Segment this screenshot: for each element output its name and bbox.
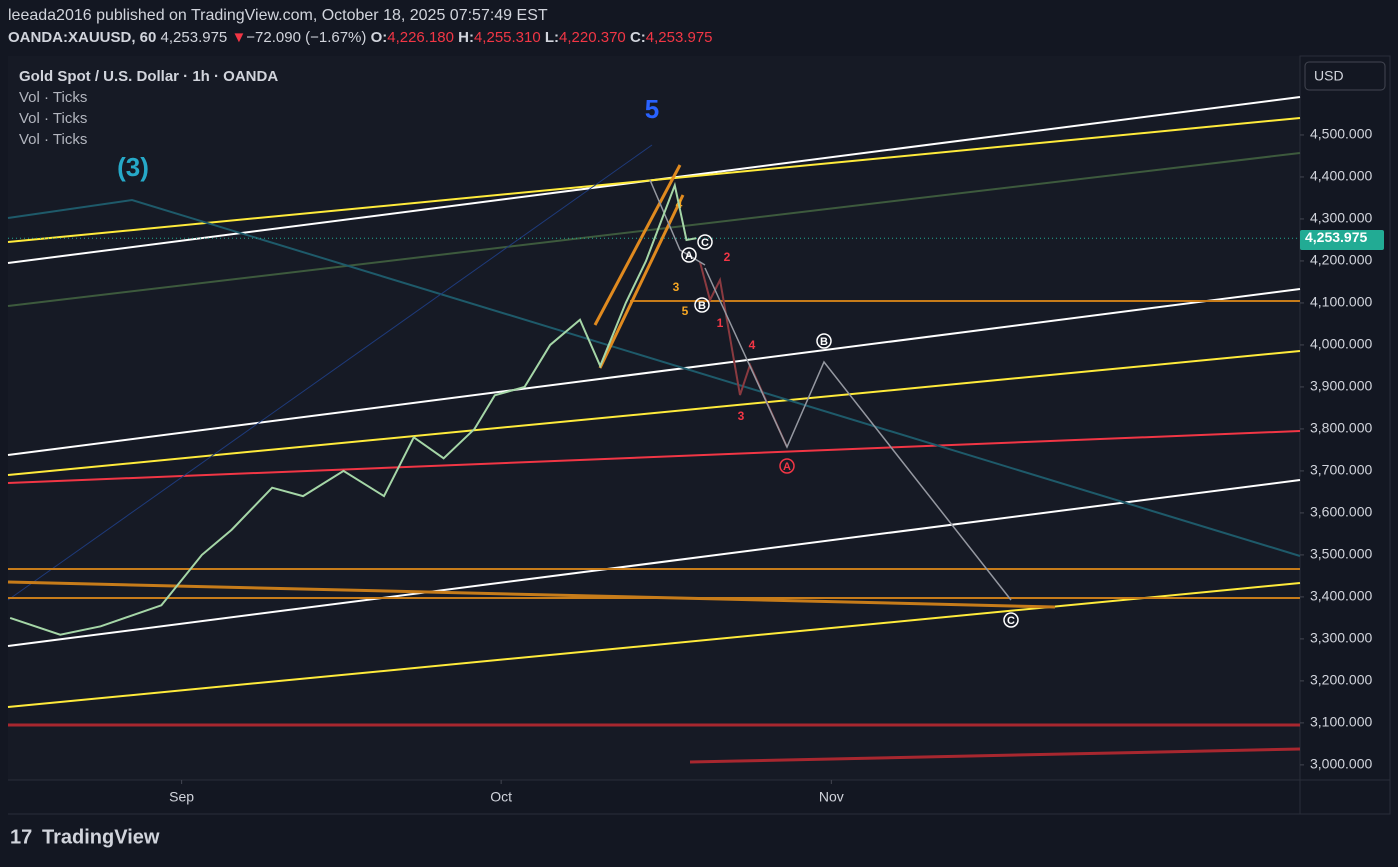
y-tick-label: 4,200.000: [1310, 252, 1372, 268]
y-tick-label: 3,600.000: [1310, 504, 1372, 520]
symbol: OANDA:XAUUSD, 60: [8, 29, 156, 46]
price-line: [9, 181, 697, 636]
publisher: leeada2016 published on TradingView.com,…: [8, 7, 548, 24]
wave-label: 1: [717, 316, 724, 330]
high-label: H:: [458, 29, 474, 46]
wave-label: 4: [749, 338, 756, 352]
drawings: [7, 96, 1301, 764]
channel: [593, 164, 682, 326]
open-label: O:: [371, 29, 388, 46]
trendline: [7, 350, 1301, 476]
change: −72.090 (−1.67%): [246, 29, 366, 46]
y-tick-label: 4,300.000: [1310, 210, 1372, 226]
y-tick-label: 3,100.000: [1310, 714, 1372, 730]
close-label: C:: [630, 29, 646, 46]
current-price: 4,253.975: [1305, 229, 1367, 245]
footer-logo: TradingView: [42, 826, 160, 848]
price-badge: [1300, 230, 1384, 250]
x-tick-label: Oct: [490, 789, 512, 805]
wave-label: A: [685, 250, 693, 262]
y-tick-label: 4,000.000: [1310, 336, 1372, 352]
trendline: [7, 144, 653, 601]
y-tick-label: 4,500.000: [1310, 126, 1372, 142]
wave-label: 3: [673, 280, 680, 294]
projection: [649, 179, 706, 266]
wave-label: 5: [645, 94, 659, 124]
wave-label: B: [698, 300, 706, 312]
wave-circle: [694, 297, 710, 313]
logo-mark: 17: [10, 826, 32, 848]
trendline: [7, 152, 1301, 307]
y-tick-label: 3,300.000: [1310, 630, 1372, 646]
legend-title: Gold Spot / U.S. Dollar · 1h · OANDA: [19, 68, 278, 85]
wave-label: C: [1007, 615, 1015, 627]
trendline: [7, 198, 1301, 557]
ohlc: OANDA:XAUUSD, 60 4,253.975 ▼−72.090 (−1.…: [8, 29, 713, 46]
wave-circle: [816, 333, 832, 349]
price-axis: [1299, 55, 1391, 815]
arrow: ▼: [231, 29, 246, 46]
wave-circle: [779, 458, 795, 474]
projection: [704, 267, 1012, 601]
y-tick-label: 3,700.000: [1310, 462, 1372, 478]
y-tick-label: 3,500.000: [1310, 546, 1372, 562]
last: 4,253.975: [161, 29, 228, 46]
wave-label: B: [820, 336, 828, 348]
x-tick-label: Sep: [169, 789, 194, 805]
trendline: [7, 117, 1301, 243]
low: 4,220.370: [559, 29, 626, 46]
wave-label: 5: [682, 304, 689, 318]
wave-circle: [681, 247, 697, 263]
wave-label: A: [783, 461, 791, 473]
trendline: [7, 582, 1301, 708]
y-tick-label: 3,800.000: [1310, 420, 1372, 436]
legend-item: Vol · Ticks: [19, 89, 87, 106]
currency-button[interactable]: [1304, 61, 1386, 91]
close: 4,253.975: [646, 29, 713, 46]
trendline: [689, 747, 1301, 764]
wave-circle: [697, 234, 713, 250]
legend-item: Vol · Ticks: [19, 131, 87, 148]
y-tick-label: 3,200.000: [1310, 672, 1372, 688]
trendline: [7, 288, 1301, 456]
y-tick-label: 3,900.000: [1310, 378, 1372, 394]
plot-area: [8, 56, 1300, 780]
low-label: L:: [545, 29, 559, 46]
y-tick-label: 3,000.000: [1310, 756, 1372, 772]
y-tick-label: 4,100.000: [1310, 294, 1372, 310]
wave-label: 2: [724, 250, 731, 264]
legend-item: Vol · Ticks: [19, 110, 87, 127]
wave-label: 3: [738, 409, 745, 423]
x-tick-label: Nov: [819, 789, 844, 805]
trendline: [7, 580, 1056, 609]
y-tick-label: 3,400.000: [1310, 588, 1372, 604]
wave-label: (3): [117, 152, 149, 182]
high: 4,255.310: [474, 29, 541, 46]
wave-label: C: [701, 237, 709, 249]
open: 4,226.180: [387, 29, 454, 46]
y-tick-label: 4,400.000: [1310, 168, 1372, 184]
wave-circle: [1003, 612, 1019, 628]
currency: USD: [1314, 68, 1344, 84]
trendline: [7, 430, 1301, 484]
trendline: [7, 479, 1301, 647]
